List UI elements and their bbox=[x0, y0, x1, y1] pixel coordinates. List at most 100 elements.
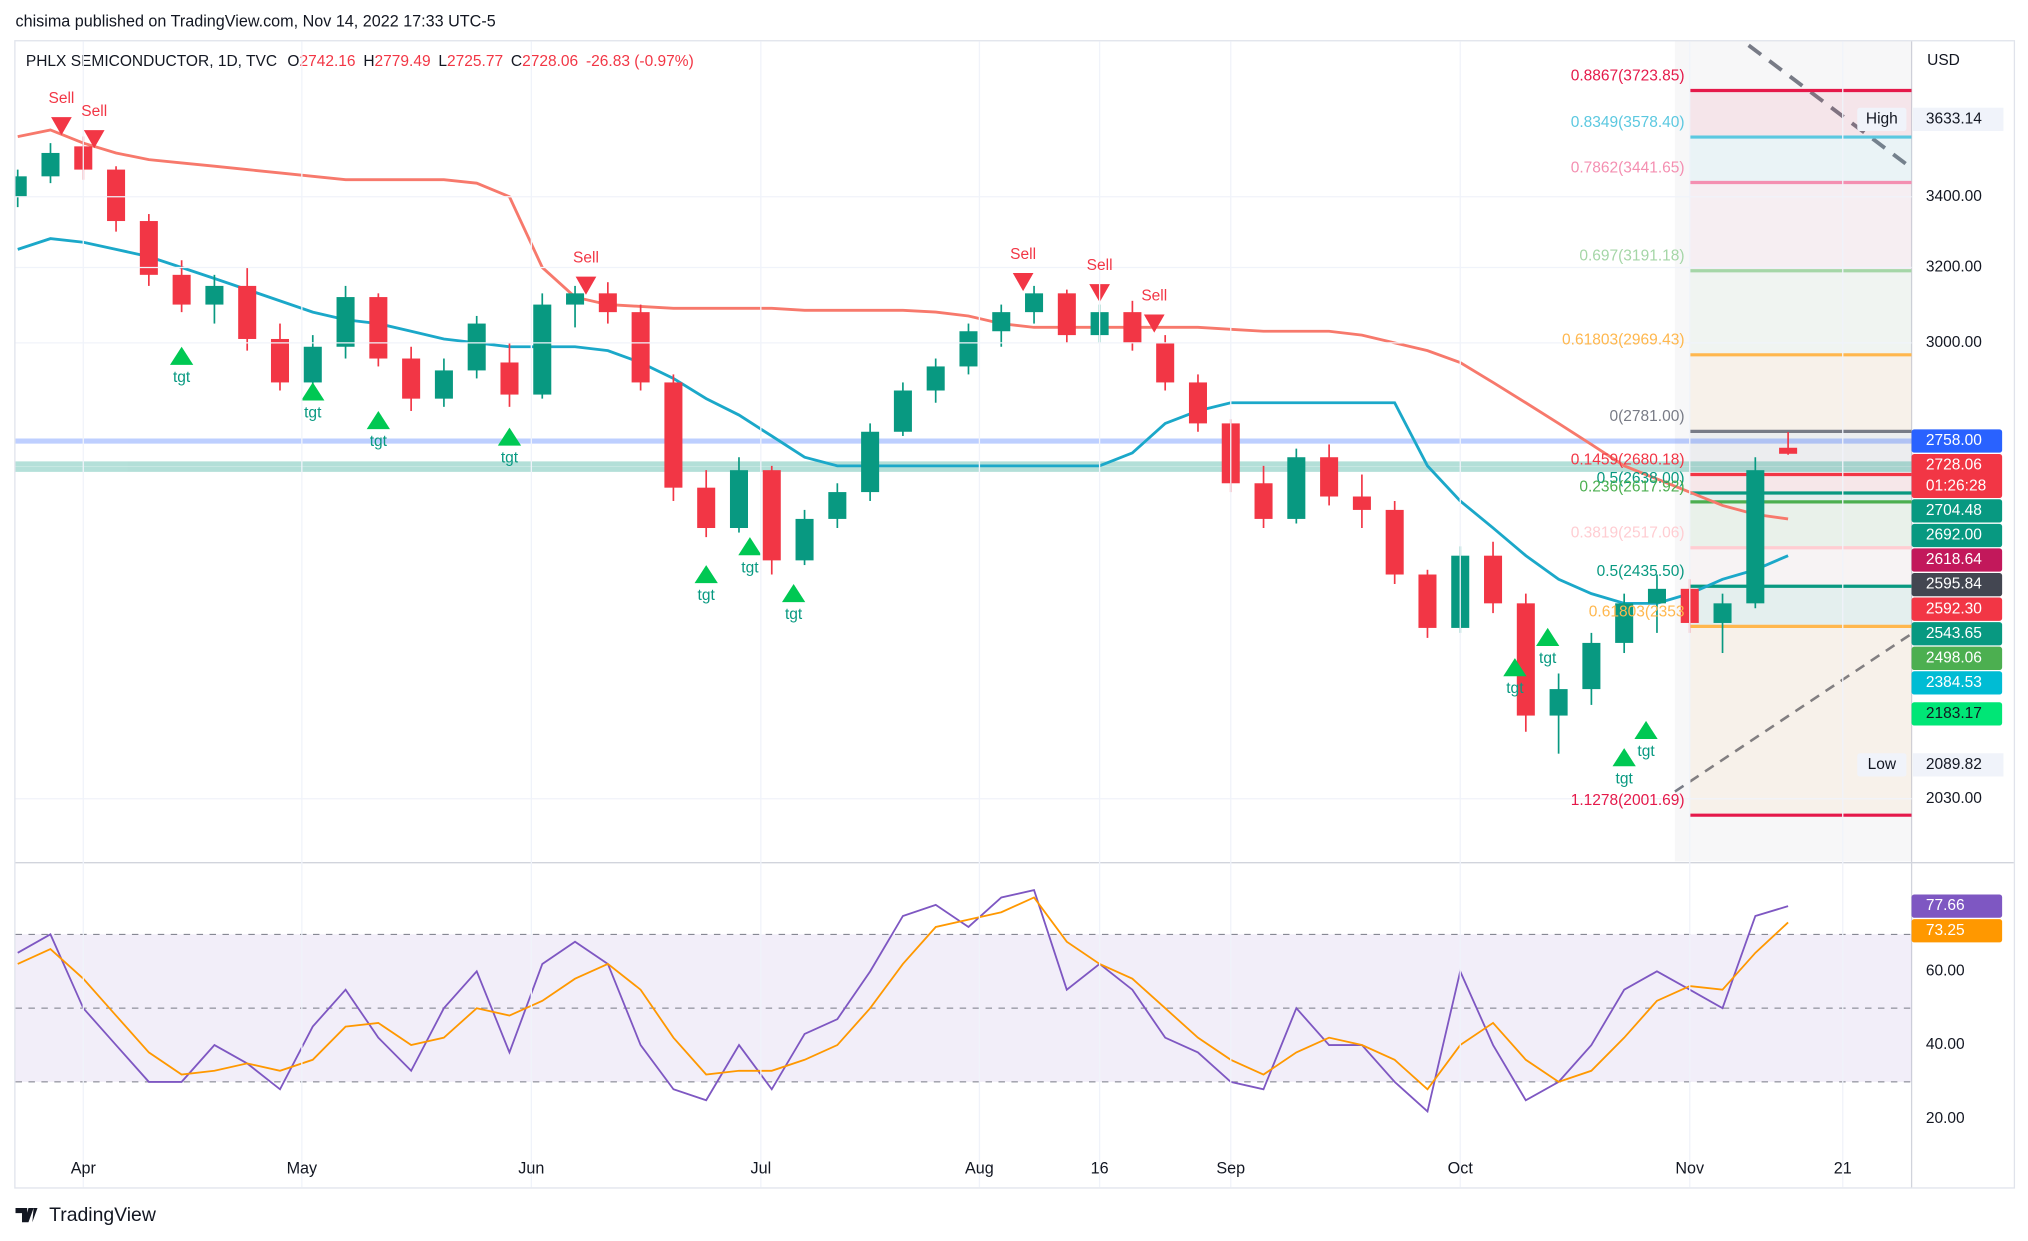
sell-label: Sell bbox=[1087, 257, 1113, 274]
fib-band bbox=[1689, 137, 1912, 183]
candle-body bbox=[697, 487, 716, 529]
tgt-label: tgt bbox=[1637, 743, 1655, 760]
fib-band bbox=[1689, 501, 1912, 548]
price-label: 2595.84 bbox=[1926, 576, 1982, 593]
candle-body bbox=[1582, 642, 1601, 690]
candle-body bbox=[1484, 555, 1503, 604]
price-label-box bbox=[1911, 894, 2003, 918]
overlay-line bbox=[17, 237, 1789, 605]
countdown: 01:26:28 bbox=[1926, 477, 1986, 494]
frame bbox=[14, 40, 2016, 1189]
y-tick-label: 3200.00 bbox=[1926, 259, 1982, 276]
x-tick-label: May bbox=[287, 1159, 318, 1177]
candle-body bbox=[369, 297, 388, 359]
price-label: 2543.65 bbox=[1926, 625, 1982, 642]
fib-label: 0.1459(2680.18) bbox=[1571, 451, 1685, 468]
candle-body bbox=[1615, 603, 1634, 643]
published: chisima published on TradingView.com, No… bbox=[16, 12, 496, 30]
fib-band bbox=[1689, 354, 1912, 432]
x-tick-label: Jun bbox=[518, 1159, 544, 1177]
change: -26.83 (-0.97%) bbox=[586, 53, 694, 70]
candle-body bbox=[1746, 470, 1765, 604]
fib-band bbox=[1689, 270, 1912, 355]
tgt-label: tgt bbox=[304, 405, 322, 422]
candle-body bbox=[762, 470, 781, 561]
candle-body bbox=[1156, 342, 1175, 383]
price-label: 2592.30 bbox=[1926, 600, 1982, 617]
trend-line bbox=[1674, 632, 1913, 793]
fib-band bbox=[1689, 492, 1912, 502]
candle-body bbox=[1385, 509, 1404, 575]
ohlc-key: L bbox=[438, 53, 447, 70]
price-label-box bbox=[1911, 548, 2003, 572]
rsi-line bbox=[17, 889, 1789, 1114]
tgt-marker bbox=[497, 427, 522, 446]
ohlc-value: 2728.06 bbox=[522, 53, 578, 70]
candle-body bbox=[861, 431, 880, 493]
x-tick-label: Oct bbox=[1448, 1159, 1474, 1177]
tgt-marker bbox=[1536, 627, 1560, 647]
fib-band bbox=[1689, 182, 1912, 271]
fib-label: 0.61803(2969.43) bbox=[1562, 332, 1685, 349]
sell-marker bbox=[83, 130, 105, 149]
brand: TradingView bbox=[15, 1204, 157, 1226]
ohlc-value: 2779.49 bbox=[375, 53, 431, 70]
candle-body bbox=[1418, 574, 1437, 628]
price-label: 2704.48 bbox=[1926, 502, 1982, 519]
fib-label: 0.3819(2517.06) bbox=[1571, 525, 1685, 542]
extreme-value-box bbox=[1912, 107, 2004, 131]
price-label: 77.66 bbox=[1926, 897, 1965, 914]
price-pane bbox=[15, 88, 1912, 817]
tgt-marker bbox=[1634, 720, 1658, 740]
trend-line bbox=[1747, 43, 1913, 170]
candle-body bbox=[729, 470, 748, 529]
x-tick-label: Sep bbox=[1216, 1159, 1245, 1177]
candle-body bbox=[1320, 457, 1339, 497]
fib-label: 0.61803(2353 bbox=[1589, 603, 1685, 620]
price-label-box bbox=[1911, 499, 2003, 523]
fib-label: 0.7862(3441.65) bbox=[1571, 159, 1685, 176]
price-label-box bbox=[1911, 453, 2003, 498]
brand-name: TradingView bbox=[49, 1204, 157, 1226]
x-tick-label: Jul bbox=[751, 1159, 772, 1177]
tgt-marker bbox=[694, 565, 718, 584]
ohlc-key: O bbox=[287, 53, 299, 70]
candle-body bbox=[1713, 603, 1732, 623]
extreme-name-box bbox=[1857, 107, 1907, 131]
trend-lines bbox=[1674, 43, 1913, 793]
extreme-value: 3633.14 bbox=[1926, 110, 1982, 127]
tgt-label: tgt bbox=[370, 433, 388, 450]
fib-band bbox=[1689, 431, 1912, 475]
candle-body bbox=[500, 362, 519, 395]
price-label: 2692.00 bbox=[1926, 527, 1982, 544]
fib-label: 0.697(3191.18) bbox=[1579, 248, 1684, 265]
candle-body bbox=[795, 518, 814, 561]
price-label-box bbox=[1911, 646, 2003, 670]
tgt-marker bbox=[738, 537, 762, 556]
candle-body bbox=[402, 358, 421, 399]
candle-body bbox=[1352, 496, 1371, 510]
candle-body bbox=[664, 382, 683, 488]
extreme-name-box bbox=[1857, 753, 1907, 777]
tgt-marker bbox=[169, 346, 194, 365]
tgt-label: tgt bbox=[1539, 650, 1557, 667]
fib-label: 0.8349(3578.40) bbox=[1571, 114, 1685, 131]
price-label: 2384.53 bbox=[1926, 674, 1982, 691]
y-tick-label: 3000.00 bbox=[1926, 334, 1982, 351]
price-label: 2618.64 bbox=[1926, 551, 1982, 568]
symbol: PHLX SEMICONDUCTOR, 1D, TVC bbox=[26, 53, 277, 70]
sell-marker bbox=[1012, 272, 1034, 292]
tgt-label: tgt bbox=[1506, 680, 1524, 697]
candle-body bbox=[1779, 447, 1798, 454]
candle-body bbox=[107, 169, 126, 222]
candle-body bbox=[1188, 382, 1207, 424]
candle-body bbox=[959, 331, 978, 367]
candle-body bbox=[238, 285, 257, 339]
sell-label: Sell bbox=[1141, 287, 1167, 304]
rsi-line bbox=[17, 896, 1789, 1091]
extreme-value-box bbox=[1912, 753, 2004, 777]
fib-band bbox=[1689, 474, 1912, 493]
price-label-box bbox=[1911, 622, 2003, 646]
candle-body bbox=[893, 390, 912, 432]
extreme-name: Low bbox=[1868, 756, 1897, 773]
